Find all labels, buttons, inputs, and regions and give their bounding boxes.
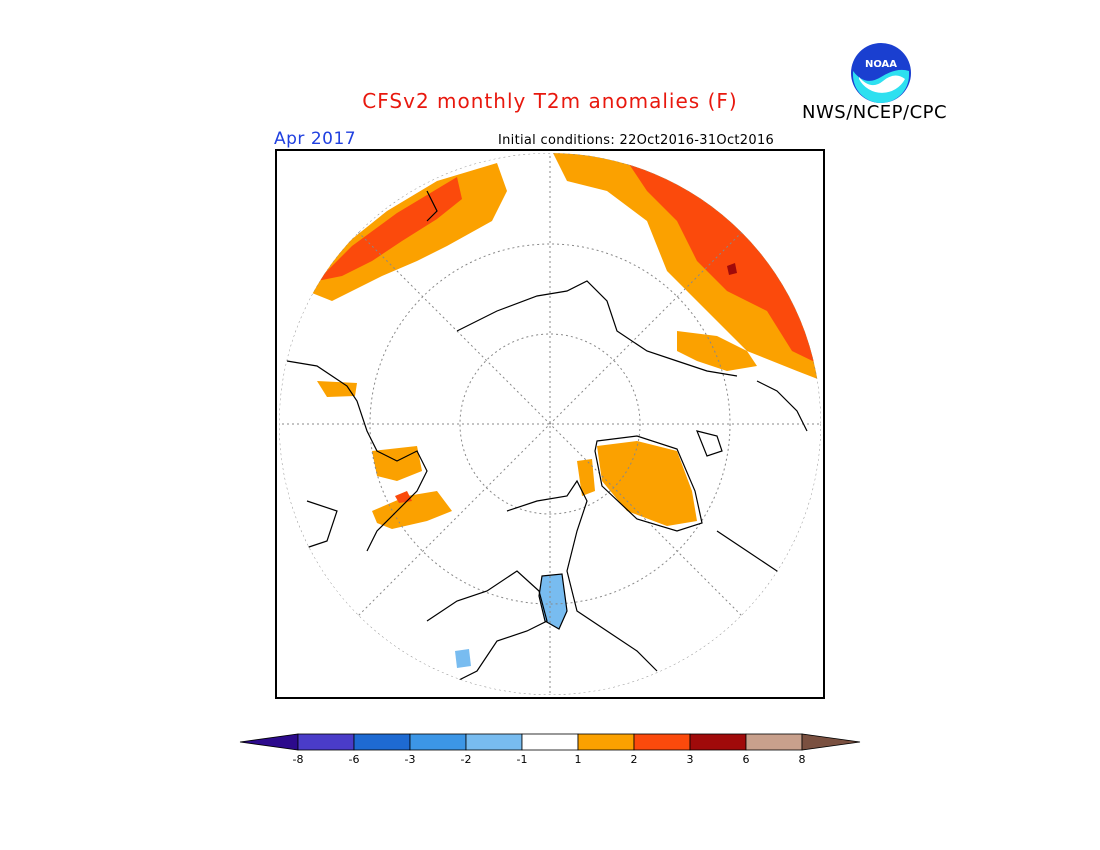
colorbar-tick-label: -1 xyxy=(517,753,528,766)
colorbar-box xyxy=(633,733,691,751)
colorbar-tick-label: 8 xyxy=(799,753,806,766)
anomaly-region-orange-alaska xyxy=(372,491,452,529)
chart-title: CFSv2 monthly T2m anomalies (F) xyxy=(362,89,738,113)
colorbar-box xyxy=(409,733,467,751)
anomaly-region-orange-ne xyxy=(552,153,821,381)
colorbar-legend: -8 -6 -3 -2 -1 1 2 3 6 8 xyxy=(238,732,862,768)
colorbar-box xyxy=(689,733,747,751)
valid-month: Apr 2017 xyxy=(274,129,357,149)
colorbar-tick-label: -8 xyxy=(293,753,304,766)
noaa-logo-icon: NOAA xyxy=(849,41,913,105)
colorbar-tick-label: -2 xyxy=(461,753,472,766)
anomaly-region-orange-labrador xyxy=(577,459,595,496)
colorbar-box xyxy=(745,733,803,751)
colorbar-tick-label: 6 xyxy=(743,753,750,766)
colorbar-tick-label: -3 xyxy=(405,753,416,766)
anomaly-region-blue-west xyxy=(455,649,471,668)
anomaly-region-darkred-ne xyxy=(727,263,737,275)
colorbar-tick-label: -6 xyxy=(349,753,360,766)
colorbar-tick-label: 2 xyxy=(631,753,638,766)
colorbar-box xyxy=(577,733,635,751)
colorbar-box xyxy=(297,733,355,751)
anomaly-region-red-nw xyxy=(317,177,462,281)
colorbar-box xyxy=(521,733,579,751)
colorbar-arrow-high xyxy=(801,733,861,751)
coastlines xyxy=(286,190,808,692)
agency-label: NWS/NCEP/CPC xyxy=(802,102,948,123)
colorbar-tick-label: 1 xyxy=(575,753,582,766)
anomaly-region-orange-bering xyxy=(372,446,422,481)
colorbar-box xyxy=(465,733,523,751)
anomaly-region-orange-siberia xyxy=(317,381,357,397)
logo-text: NOAA xyxy=(865,59,897,70)
colorbar-arrow-low xyxy=(239,733,299,751)
anomaly-region-red-ne xyxy=(627,161,821,366)
anomaly-region-orange-greenland xyxy=(597,441,697,526)
colorbar-box xyxy=(353,733,411,751)
initial-conditions: Initial conditions: 22Oct2016-31Oct2016 xyxy=(498,133,775,148)
anomaly-region-orange-europe xyxy=(677,331,757,371)
polar-map xyxy=(275,149,825,699)
colorbar-tick-label: 3 xyxy=(687,753,694,766)
